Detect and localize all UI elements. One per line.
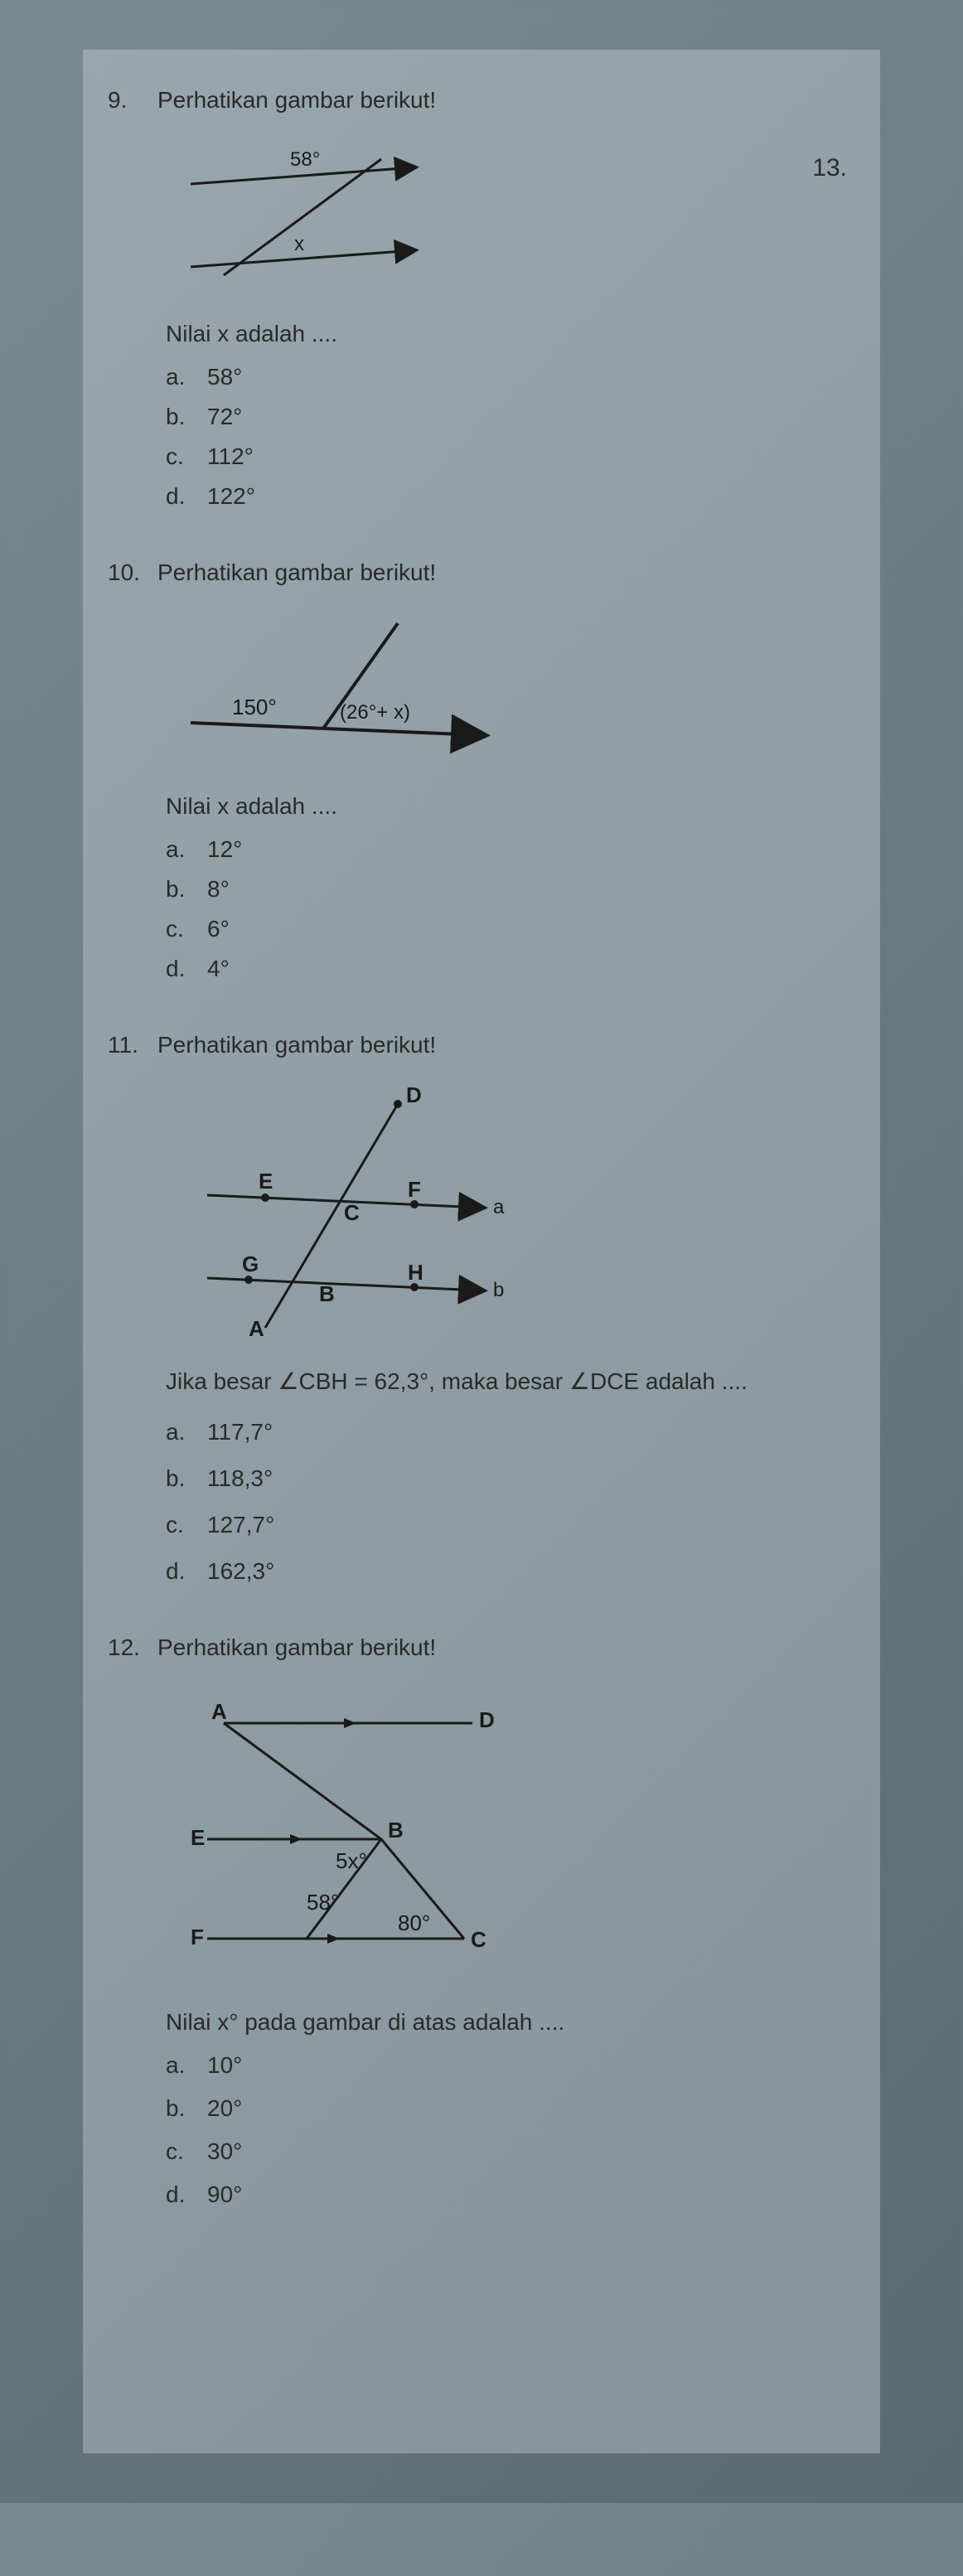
q9-opt-d: 122° — [207, 479, 255, 514]
question-11: 11. Perhatikan gambar berikut! — [108, 1028, 855, 1589]
svg-text:B: B — [388, 1818, 404, 1842]
q12-opt-c: 30° — [207, 2134, 242, 2169]
svg-text:x: x — [294, 233, 304, 255]
svg-text:F: F — [191, 1925, 204, 1949]
opt-letter: c. — [166, 912, 207, 947]
question-10: 10. Perhatikan gambar berikut! 150° (26°… — [108, 555, 855, 986]
opt-letter: b. — [166, 1461, 207, 1496]
svg-text:G: G — [242, 1252, 259, 1276]
svg-text:58°: 58° — [290, 148, 320, 171]
opt-letter: b. — [166, 2091, 207, 2126]
q9-opt-a: 58° — [207, 360, 242, 395]
q11-opt-c: 127,7° — [207, 1508, 274, 1542]
question-12: 12. Perhatikan gambar berikut! — [108, 1630, 855, 2212]
opt-letter: c. — [166, 439, 207, 474]
q12-text: Perhatikan gambar berikut! — [157, 1630, 855, 1665]
q11-given: Jika besar ∠CBH = 62,3°, maka besar ∠DCE… — [166, 1361, 855, 1402]
q10-figure: 150° (26°+ x) — [166, 607, 855, 772]
q9-text: Perhatikan gambar berikut! — [157, 83, 855, 118]
question-9: 9. Perhatikan gambar berikut! 58° x — [108, 83, 855, 514]
svg-text:C: C — [471, 1927, 486, 1952]
svg-text:(26°+ x): (26°+ x) — [340, 701, 410, 724]
svg-text:F: F — [408, 1177, 421, 1202]
q11-number: 11. — [108, 1028, 157, 1063]
svg-text:C: C — [344, 1200, 360, 1225]
q9-number: 9. — [108, 83, 157, 118]
opt-letter: d. — [166, 951, 207, 986]
q10-opt-c: 6° — [207, 912, 230, 947]
svg-text:b: b — [493, 1279, 504, 1301]
q11-opt-b: 118,3° — [207, 1461, 273, 1496]
opt-letter: b. — [166, 872, 207, 907]
q11-opt-d: 162,3° — [207, 1554, 274, 1589]
q9-opt-c: 112° — [207, 439, 254, 474]
q9-subtext: Nilai x adalah .... — [166, 317, 855, 351]
svg-text:150°: 150° — [232, 695, 277, 719]
opt-letter: c. — [166, 2134, 207, 2169]
q9-opt-b: 72° — [207, 399, 242, 434]
opt-letter: a. — [166, 832, 207, 867]
q10-number: 10. — [108, 555, 157, 590]
svg-text:H: H — [408, 1260, 423, 1285]
opt-letter: c. — [166, 1508, 207, 1542]
q10-opt-d: 4° — [207, 951, 230, 986]
opt-letter: d. — [166, 2177, 207, 2212]
q10-opt-b: 8° — [207, 872, 230, 907]
q11-options: a.117,7° b.118,3° c.127,7° d.162,3° — [166, 1415, 855, 1589]
q12-opt-b: 20° — [207, 2091, 242, 2126]
q9-figure: 58° x — [166, 134, 855, 300]
q12-subtext: Nilai x° pada gambar di atas adalah .... — [166, 2005, 855, 2040]
q10-text: Perhatikan gambar berikut! — [157, 555, 855, 590]
opt-letter: a. — [166, 2048, 207, 2083]
q9-options: a.58° b.72° c.112° d.122° — [166, 360, 855, 514]
page-content: 9. Perhatikan gambar berikut! 58° x — [83, 50, 880, 2453]
q12-number: 12. — [108, 1630, 157, 1665]
svg-text:5x°: 5x° — [336, 1848, 367, 1873]
q12-opt-a: 10° — [207, 2048, 242, 2083]
svg-text:E: E — [191, 1825, 205, 1850]
q11-opt-a: 117,7° — [207, 1415, 273, 1450]
q11-text: Perhatikan gambar berikut! — [157, 1028, 855, 1063]
side-question-number: 13. — [812, 149, 847, 186]
opt-letter: d. — [166, 479, 207, 514]
svg-text:D: D — [406, 1082, 422, 1107]
q10-subtext: Nilai x adalah .... — [166, 789, 855, 824]
q12-figure: A D E B F C 5x° 58° 80° — [166, 1682, 855, 1980]
q10-opt-a: 12° — [207, 832, 242, 867]
svg-text:A: A — [211, 1699, 227, 1724]
opt-letter: a. — [166, 360, 207, 395]
svg-text:D: D — [479, 1707, 495, 1732]
svg-text:80°: 80° — [398, 1910, 430, 1935]
svg-text:a: a — [493, 1196, 505, 1218]
q12-opt-d: 90° — [207, 2177, 242, 2212]
svg-text:B: B — [319, 1281, 335, 1306]
svg-text:E: E — [259, 1169, 273, 1194]
q12-options: a.10° b.20° c.30° d.90° — [166, 2048, 855, 2212]
opt-letter: b. — [166, 399, 207, 434]
opt-letter: a. — [166, 1415, 207, 1450]
svg-text:A: A — [249, 1316, 264, 1341]
q11-figure: D E C F a G B H b A — [166, 1079, 855, 1344]
q10-options: a.12° b.8° c.6° d.4° — [166, 832, 855, 986]
opt-letter: d. — [166, 1554, 207, 1589]
